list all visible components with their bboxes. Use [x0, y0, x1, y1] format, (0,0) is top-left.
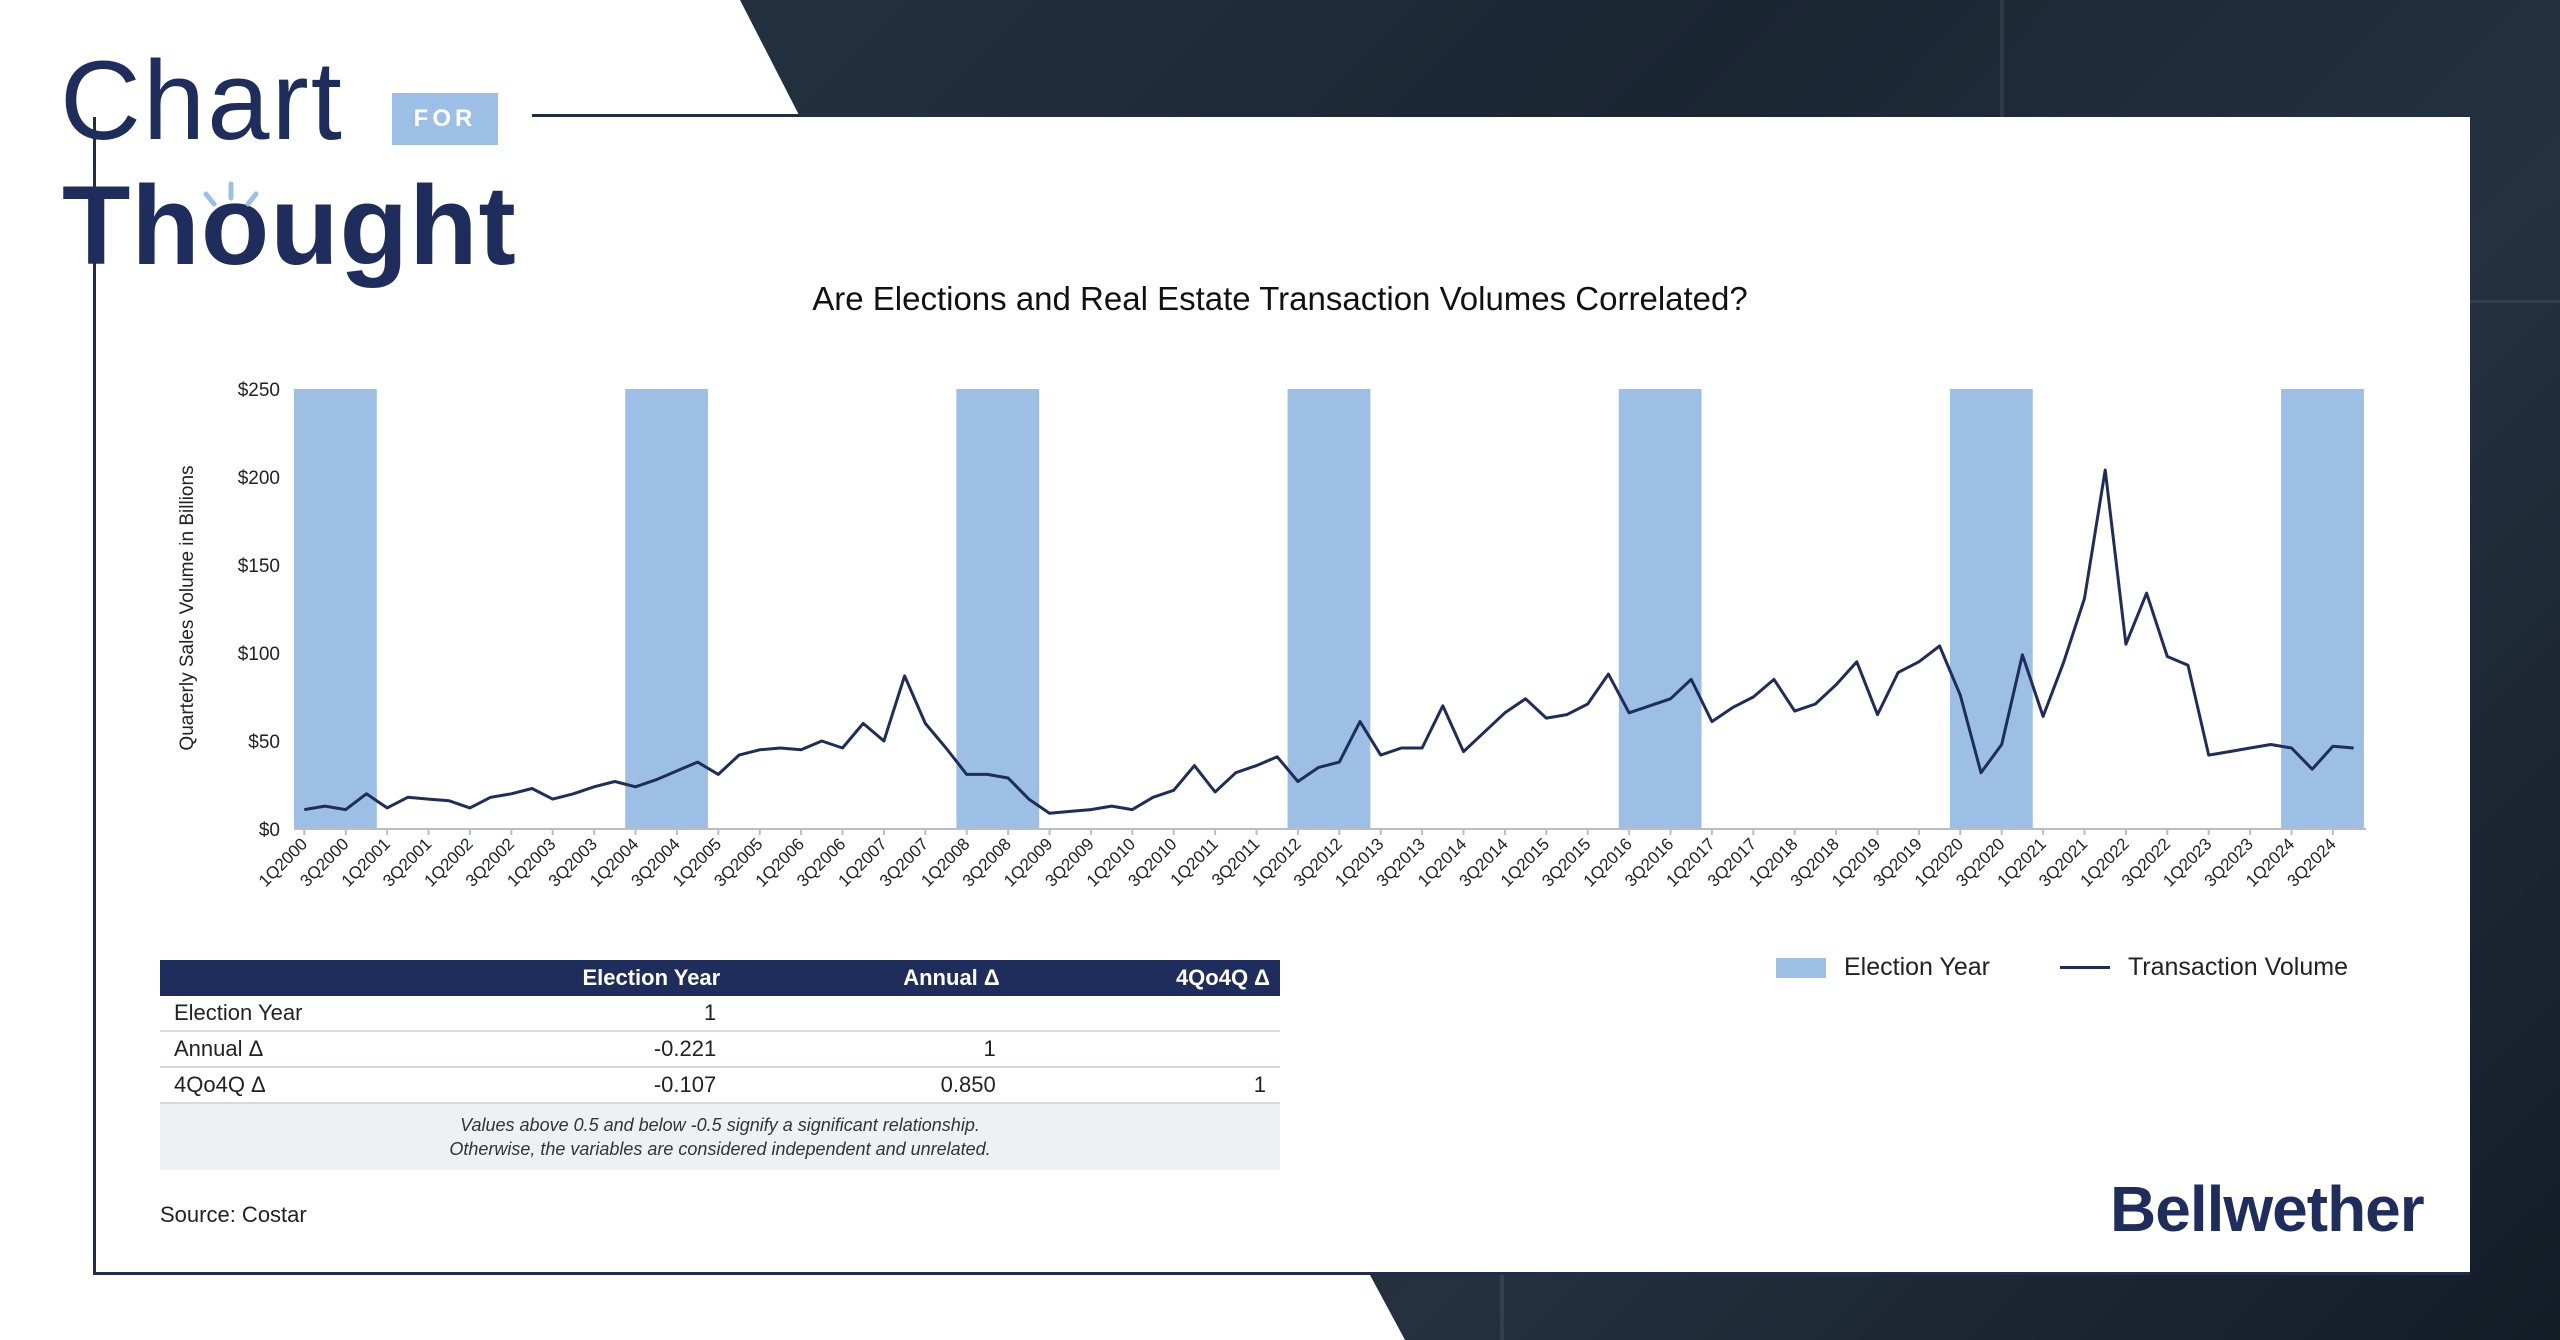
- correlation-table: Election Year Annual Δ 4Qo4Q Δ Election …: [160, 960, 1280, 1104]
- election-band-2000: [294, 389, 377, 829]
- table-note: Values above 0.5 and below -0.5 signify …: [160, 1104, 1280, 1170]
- line-chart: $0 $50 $100 $150 $200 $250 1Q20003Q20001Q2001…: [177, 380, 2366, 891]
- y-axis: $0 $50 $100 $150 $200 $250: [238, 380, 280, 841]
- election-band-2020: [1949, 389, 2033, 829]
- election-bands: [294, 389, 2364, 829]
- election-band-2004: [625, 389, 708, 829]
- y-tick-label: $250: [238, 380, 280, 401]
- table-cell: [730, 996, 1010, 1032]
- table-cell: 0.850: [730, 1067, 1010, 1104]
- table-header-cell: [160, 960, 459, 996]
- table-cell: 1: [730, 1031, 1010, 1068]
- election-band-2024: [2281, 389, 2364, 829]
- legend-item-transaction-volume: Transaction Volume: [2059, 953, 2348, 982]
- table-cell: Election Year: [160, 996, 459, 1032]
- table-cell: -0.107: [458, 1067, 731, 1104]
- legend-label: Transaction Volume: [2127, 953, 2348, 981]
- election-band-2016: [1618, 389, 1702, 829]
- background-detail: [2470, 300, 2560, 303]
- election-band-2008: [956, 389, 1040, 829]
- table-header-cell: 4Qo4Q Δ: [1009, 960, 1280, 996]
- legend-line: [2059, 966, 2110, 969]
- chart-title: Are Elections and Real Estate Transactio…: [812, 280, 1748, 317]
- table-header-row: Election Year Annual Δ 4Qo4Q Δ: [160, 960, 1280, 996]
- y-axis-label: Quarterly Sales Volume in Billions: [177, 465, 198, 750]
- table-row: Annual Δ -0.221 1: [160, 1031, 1280, 1068]
- table-cell: 1: [1009, 1067, 1280, 1104]
- y-tick-label: $200: [238, 468, 280, 489]
- table-note-line: Otherwise, the variables are considered …: [449, 1139, 991, 1159]
- y-tick-label: $100: [238, 644, 280, 665]
- table-cell: 1: [458, 996, 731, 1032]
- election-band-2012: [1287, 389, 1371, 829]
- table-cell: [1009, 1031, 1280, 1068]
- table-header-cell: Election Year: [458, 960, 731, 996]
- legend-label: Election Year: [1844, 953, 1990, 981]
- table-cell: [1009, 996, 1280, 1032]
- table-cell: -0.221: [458, 1031, 731, 1068]
- bellwether-logo: Bellwether: [2110, 1173, 2425, 1245]
- table-header-cell: Annual Δ: [730, 960, 1010, 996]
- y-tick-label: $0: [259, 820, 280, 841]
- table-note-line: Values above 0.5 and below -0.5 signify …: [460, 1115, 980, 1135]
- chart-legend: Election Year Transaction Volume: [1776, 953, 2398, 982]
- source-note: Source: Costar: [160, 1202, 307, 1227]
- table-row: 4Qo4Q Δ -0.107 0.850 1: [160, 1067, 1280, 1104]
- lightbulb-icon: [203, 181, 259, 207]
- legend-item-election-year: Election Year: [1776, 953, 1990, 982]
- legend-swatch: [1776, 957, 1826, 978]
- y-tick-label: $150: [238, 556, 280, 577]
- logo-for-badge: FOR: [392, 93, 498, 145]
- logo-thought-word: Thought: [62, 163, 517, 288]
- series-line-transaction-volume: [304, 468, 2354, 815]
- background-detail: [2000, 0, 2004, 117]
- background-detail: [1500, 1275, 1504, 1340]
- logo-divider: [532, 114, 802, 117]
- x-axis: 1Q20003Q20001Q20013Q20011Q20023Q20021Q20…: [255, 828, 2366, 891]
- table-row: Election Year 1: [160, 996, 1280, 1032]
- table-cell: 4Qo4Q Δ: [160, 1067, 459, 1104]
- table-cell: Annual Δ: [160, 1031, 459, 1068]
- y-tick-label: $50: [248, 732, 280, 753]
- logo-chart-word: Chart: [60, 38, 344, 163]
